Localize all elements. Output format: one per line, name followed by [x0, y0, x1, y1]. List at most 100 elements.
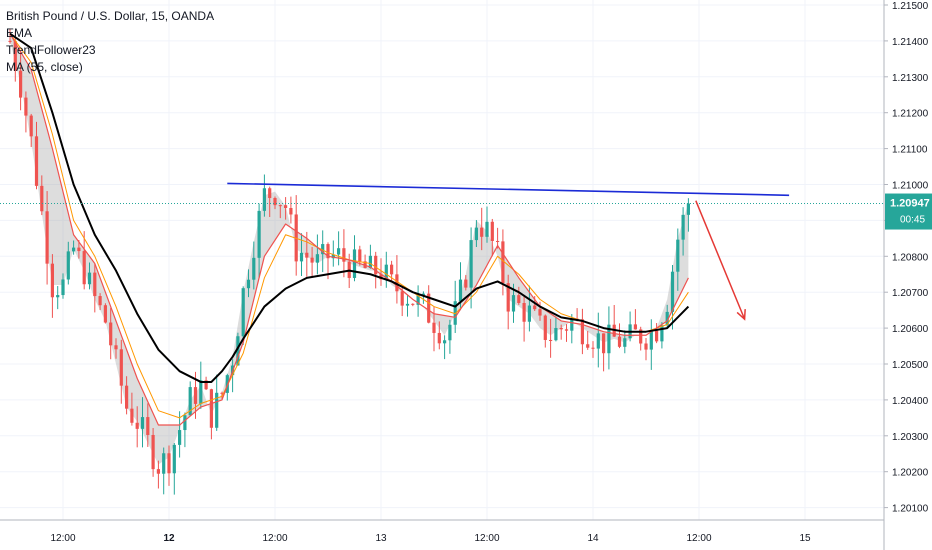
candle [310, 246, 314, 278]
candle [109, 307, 113, 360]
candle [649, 319, 653, 370]
candle [167, 445, 171, 486]
candle [40, 175, 44, 216]
candle [294, 195, 298, 276]
candle [204, 376, 208, 391]
candle [522, 294, 526, 342]
current-price-badge[interactable] [885, 193, 932, 230]
x-tick-label: 12:00 [474, 533, 499, 544]
candle [602, 333, 606, 372]
countdown-label: 00:45 [900, 215, 925, 226]
candle [262, 174, 266, 217]
candle [215, 374, 219, 431]
candle [13, 31, 17, 82]
y-tick-label: 1.21100 [892, 145, 928, 156]
legend-ma[interactable]: MA (55, close) [6, 60, 83, 74]
candle [45, 191, 49, 285]
candles [8, 28, 690, 495]
candle [670, 264, 675, 330]
y-tick-label: 1.20500 [892, 360, 929, 371]
candle [549, 318, 553, 358]
candle [485, 206, 489, 243]
candle [252, 241, 256, 290]
candle [125, 376, 129, 415]
candle [178, 411, 182, 458]
candle [554, 316, 558, 342]
candle [77, 240, 81, 259]
candle [289, 196, 293, 224]
candle [448, 319, 452, 354]
candle [427, 285, 431, 324]
candle [315, 234, 319, 275]
candle [162, 447, 166, 495]
candle [284, 197, 288, 220]
candle [490, 218, 494, 257]
candle [268, 186, 272, 217]
candle [633, 309, 637, 330]
candle [326, 242, 330, 280]
candle [24, 91, 28, 133]
candle [411, 303, 415, 307]
y-tick-label: 1.20800 [892, 252, 929, 263]
candle [241, 286, 245, 345]
legend-ema[interactable]: EMA [6, 26, 33, 40]
candle [628, 311, 632, 342]
candle [607, 306, 611, 370]
candle [172, 442, 176, 495]
candle [183, 412, 187, 448]
candle [474, 220, 478, 248]
candle [580, 308, 584, 355]
candle [8, 28, 12, 44]
candle [103, 303, 107, 324]
candle [93, 263, 97, 313]
candle [72, 240, 76, 255]
candle [469, 227, 473, 309]
y-tick-label: 1.21300 [892, 73, 929, 84]
candle [586, 330, 590, 350]
x-tick-label: 12:00 [686, 533, 711, 544]
candle [209, 388, 213, 440]
drawings[interactable] [0, 182, 884, 321]
x-tick-label: 12:00 [50, 533, 75, 544]
candle [480, 207, 484, 251]
candle [543, 314, 547, 348]
candle [140, 397, 145, 448]
symbol-title[interactable]: British Pound / U.S. Dollar, 15, OANDA [6, 9, 215, 23]
candle [305, 231, 309, 277]
ma-line [9, 32, 690, 383]
resistance-trendline[interactable] [227, 182, 790, 197]
candle [443, 335, 447, 360]
candle [188, 381, 192, 416]
legend-trend-follower[interactable]: TrendFollower23 [6, 43, 96, 57]
y-tick-label: 1.20700 [892, 288, 929, 299]
candle [405, 295, 410, 317]
candle [352, 235, 357, 282]
candle [538, 301, 542, 321]
candle [87, 262, 92, 290]
candle [337, 231, 341, 266]
x-tick-label: 12 [163, 533, 175, 544]
x-tick-label: 13 [375, 533, 387, 544]
y-tick-label: 1.21500 [892, 1, 929, 12]
candle [384, 251, 388, 288]
y-tick-label: 1.21200 [892, 109, 929, 120]
candle [257, 203, 261, 278]
candle [199, 361, 203, 409]
candle [623, 330, 627, 354]
candle [130, 392, 134, 426]
candle [681, 207, 685, 256]
candle [591, 341, 595, 358]
candle [29, 113, 33, 148]
grid [0, 0, 884, 520]
candle [517, 286, 521, 305]
down-arrow-drawing[interactable] [695, 200, 746, 321]
candle [135, 406, 139, 448]
x-tick-label: 12:00 [262, 533, 287, 544]
candle [114, 338, 118, 359]
candle [395, 255, 399, 304]
candle [612, 304, 616, 338]
candle [559, 324, 563, 340]
